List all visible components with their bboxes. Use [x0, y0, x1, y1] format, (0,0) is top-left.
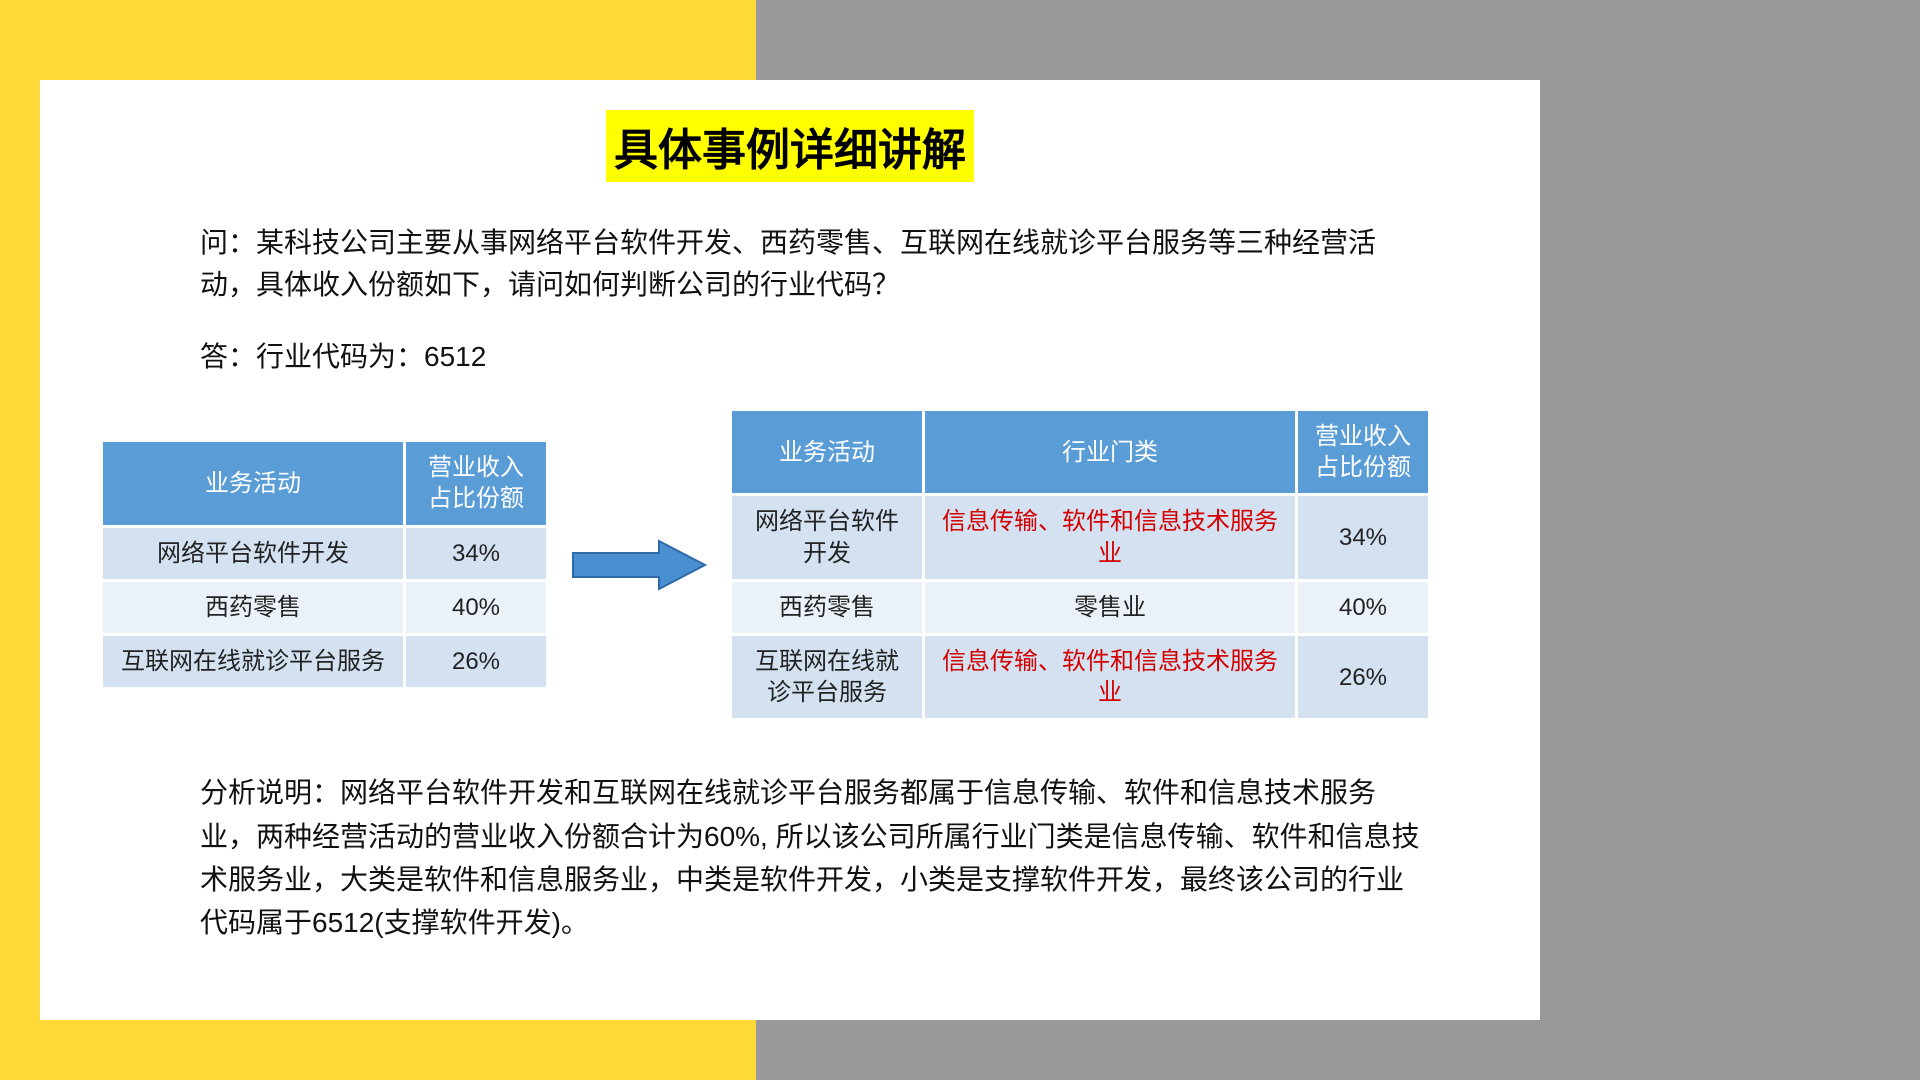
page-title: 具体事例详细讲解 [606, 110, 974, 182]
cell-share: 26% [406, 636, 546, 687]
cell-activity: 网络平台软件开发 [103, 528, 403, 579]
cell-activity: 互联网在线就诊平台服务 [103, 636, 403, 687]
table-row: 互联网在线就诊平台服务 信息传输、软件和信息技术服务业 26% [732, 636, 1428, 718]
table-header-row: 业务活动 行业门类 营业收入占比份额 [732, 411, 1428, 493]
cell-activity: 西药零售 [103, 582, 403, 633]
answer-text: 答：行业代码为：6512 [200, 336, 1400, 378]
table-right: 业务活动 行业门类 营业收入占比份额 网络平台软件开发 信息传输、软件和信息技术… [729, 408, 1431, 721]
cell-category: 信息传输、软件和信息技术服务业 [925, 636, 1295, 718]
cell-activity: 网络平台软件开发 [732, 496, 922, 578]
th-activity: 业务活动 [103, 442, 403, 524]
title-container: 具体事例详细讲解 [100, 110, 1480, 182]
arrow-icon [569, 535, 709, 595]
cell-activity: 互联网在线就诊平台服务 [732, 636, 922, 718]
cell-share: 40% [1298, 582, 1428, 633]
question-text: 问：某科技公司主要从事网络平台软件开发、西药零售、互联网在线就诊平台服务等三种经… [200, 222, 1400, 306]
cell-category: 信息传输、软件和信息技术服务业 [925, 496, 1295, 578]
analysis-text: 分析说明：网络平台软件开发和互联网在线就诊平台服务都属于信息传输、软件和信息技术… [200, 771, 1420, 945]
table-row: 西药零售 零售业 40% [732, 582, 1428, 633]
th-share: 营业收入占比份额 [406, 442, 546, 524]
table-row: 网络平台软件开发 34% [103, 528, 546, 579]
table-header-row: 业务活动 营业收入占比份额 [103, 442, 546, 524]
cell-activity: 西药零售 [732, 582, 922, 633]
cell-share: 34% [1298, 496, 1428, 578]
table-left: 业务活动 营业收入占比份额 网络平台软件开发 34% 西药零售 40% 互联网在… [100, 439, 549, 690]
cell-share: 26% [1298, 636, 1428, 718]
tables-row: 业务活动 营业收入占比份额 网络平台软件开发 34% 西药零售 40% 互联网在… [100, 408, 1480, 721]
table-row: 网络平台软件开发 信息传输、软件和信息技术服务业 34% [732, 496, 1428, 578]
th-category: 行业门类 [925, 411, 1295, 493]
cell-share: 34% [406, 528, 546, 579]
cell-share: 40% [406, 582, 546, 633]
th-activity: 业务活动 [732, 411, 922, 493]
cell-category: 零售业 [925, 582, 1295, 633]
th-share: 营业收入占比份额 [1298, 411, 1428, 493]
table-row: 西药零售 40% [103, 582, 546, 633]
content-card: 具体事例详细讲解 问：某科技公司主要从事网络平台软件开发、西药零售、互联网在线就… [40, 80, 1540, 1020]
table-row: 互联网在线就诊平台服务 26% [103, 636, 546, 687]
